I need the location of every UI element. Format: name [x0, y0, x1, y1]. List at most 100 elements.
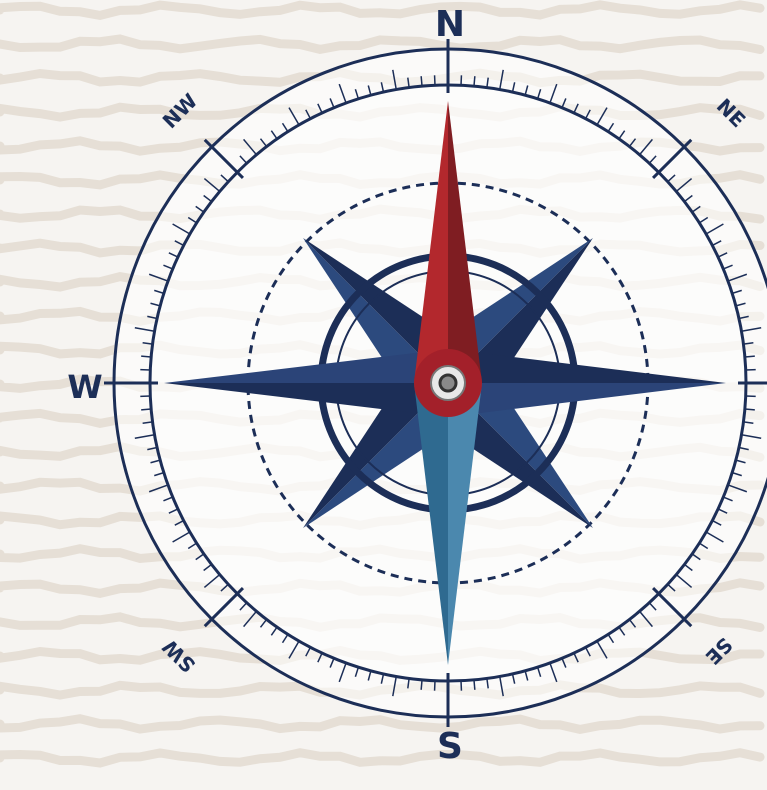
tick — [142, 342, 153, 345]
tick — [220, 583, 229, 592]
tick — [163, 264, 173, 270]
tick — [329, 658, 335, 668]
tick — [628, 138, 637, 148]
wave-line — [0, 34, 765, 55]
tick — [392, 676, 397, 697]
tick — [536, 666, 542, 677]
label-sw: SW — [158, 635, 201, 678]
tick — [698, 542, 709, 550]
tick — [141, 408, 152, 411]
star-point — [448, 101, 482, 383]
tick — [168, 508, 179, 514]
tick — [675, 573, 693, 588]
tick — [691, 553, 701, 561]
label-w: W — [67, 368, 102, 406]
tick — [667, 583, 676, 592]
tick — [738, 446, 749, 451]
tick — [561, 98, 567, 108]
tick — [584, 646, 591, 657]
tick — [473, 679, 476, 690]
tick — [367, 85, 372, 96]
degree-ticks — [104, 39, 767, 727]
tick — [723, 496, 733, 502]
tick — [711, 240, 722, 247]
tick — [281, 122, 289, 133]
tick — [744, 355, 755, 358]
tick — [142, 421, 153, 424]
tick — [203, 573, 221, 588]
tick — [150, 302, 161, 307]
tick — [743, 421, 754, 424]
tick — [259, 138, 268, 148]
tick — [727, 273, 748, 282]
tick — [150, 459, 161, 464]
tick — [270, 626, 278, 636]
tick — [367, 670, 372, 681]
tick — [499, 676, 504, 697]
tick — [154, 471, 165, 477]
tick — [305, 109, 312, 120]
tick — [717, 252, 728, 258]
tick — [195, 205, 205, 213]
tick — [524, 85, 529, 96]
tick — [717, 508, 728, 514]
tick — [698, 216, 709, 224]
tick — [281, 633, 289, 644]
tick — [317, 103, 323, 114]
star-point — [414, 101, 448, 383]
tick — [573, 103, 579, 114]
tick — [354, 89, 360, 100]
tick — [163, 496, 173, 502]
tick — [239, 602, 248, 611]
tick — [134, 327, 155, 332]
tick — [203, 563, 213, 572]
tick — [354, 666, 360, 677]
tick — [727, 484, 748, 493]
tick — [652, 138, 693, 179]
label-n: N — [435, 4, 465, 45]
star-point — [164, 349, 448, 383]
tick — [317, 652, 323, 663]
tick — [536, 89, 542, 100]
tick — [652, 587, 693, 628]
tick — [407, 678, 410, 689]
tick — [420, 679, 423, 690]
tick — [618, 626, 626, 636]
tick — [195, 553, 205, 561]
label-ne: NE — [712, 94, 750, 132]
tick — [596, 107, 608, 126]
tick — [259, 618, 268, 628]
tick — [288, 640, 300, 659]
tick — [638, 610, 653, 628]
label-se: SE — [701, 633, 738, 670]
tick — [174, 519, 185, 526]
star-point — [448, 383, 726, 417]
wave-line — [0, 0, 765, 21]
tick — [203, 587, 244, 628]
tick — [723, 264, 733, 270]
tick — [187, 216, 198, 224]
tick — [243, 138, 258, 156]
tick — [486, 77, 489, 88]
tick — [172, 531, 191, 543]
tick — [172, 223, 191, 235]
tick — [338, 83, 347, 104]
star-point — [448, 383, 482, 665]
tick — [549, 83, 558, 104]
tick — [511, 82, 516, 93]
tick — [667, 174, 676, 183]
wave-line — [0, 748, 765, 768]
tick — [549, 662, 558, 683]
tick — [607, 122, 615, 133]
tick — [187, 542, 198, 550]
star-point — [414, 383, 448, 665]
tick — [486, 678, 489, 689]
tick — [607, 633, 615, 644]
tick — [380, 673, 385, 684]
tick — [305, 646, 312, 657]
tick — [499, 69, 504, 90]
tick — [705, 531, 724, 543]
tick — [648, 155, 657, 164]
tick — [239, 155, 248, 164]
